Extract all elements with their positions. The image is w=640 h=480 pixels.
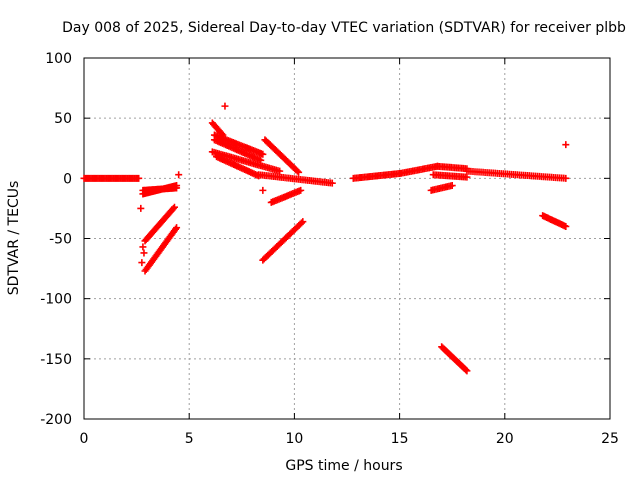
y-tick-label: -50 [49, 232, 72, 248]
data-point [299, 218, 307, 226]
data-point [328, 179, 336, 187]
data-point [298, 219, 306, 227]
data-point [137, 204, 145, 212]
y-tick-label: 100 [45, 51, 72, 67]
data-point [135, 174, 143, 182]
data-point [463, 367, 471, 375]
y-tick-label: 50 [54, 111, 72, 127]
data-point [463, 173, 471, 181]
data-point [562, 174, 570, 182]
data-point [140, 249, 148, 257]
data-point [221, 102, 229, 110]
data-point [169, 204, 177, 212]
data-points [80, 102, 570, 375]
x-tick-label: 0 [80, 431, 89, 447]
data-point [295, 168, 303, 176]
data-point [259, 150, 267, 158]
data-point [138, 259, 146, 267]
data-point [173, 224, 181, 232]
x-tick-label: 20 [496, 431, 514, 447]
axis-ticks: 0 5 10 15 20 25 -200 -150 -100 -50 0 50 100 [40, 51, 619, 447]
grid-lines [84, 58, 610, 419]
data-point [175, 171, 183, 179]
y-tick-label: -200 [40, 412, 72, 428]
x-tick-label: 5 [185, 431, 194, 447]
data-point [170, 203, 178, 211]
x-tick-label: 10 [285, 431, 303, 447]
data-point [259, 186, 267, 194]
y-tick-label: -150 [40, 352, 72, 368]
y-tick-label: -100 [40, 292, 72, 308]
data-point [448, 182, 456, 190]
x-tick-label: 25 [601, 431, 619, 447]
x-tick-label: 15 [391, 431, 409, 447]
plot-frame [83, 57, 611, 420]
data-point [562, 222, 570, 230]
data-point [139, 243, 147, 251]
y-axis-label: SDTVAR / TECUs [6, 181, 22, 296]
data-point [276, 167, 284, 175]
data-point [173, 182, 181, 190]
data-point [171, 225, 179, 233]
data-point [293, 167, 301, 175]
data-point [462, 366, 470, 374]
data-point [297, 186, 305, 194]
chart-title: Day 008 of 2025, Sidereal Day-to-day VTE… [62, 20, 626, 36]
y-tick-label: 0 [63, 171, 72, 187]
data-point [562, 141, 570, 149]
x-axis-label: GPS time / hours [285, 458, 402, 474]
